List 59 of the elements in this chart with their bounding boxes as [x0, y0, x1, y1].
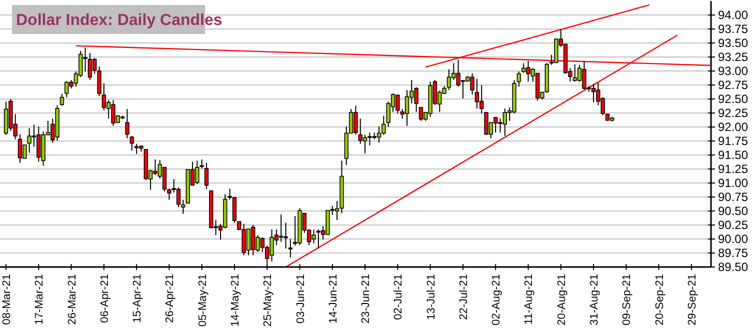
candlestick — [130, 135, 134, 152]
x-tick-label: 20-Sep-21 — [654, 274, 666, 326]
x-tick-label: 02-Jul-21 — [392, 274, 405, 320]
x-tick-label: 06-Apr-21 — [98, 274, 111, 323]
y-tick-label: 91.00 — [718, 176, 748, 190]
x-tick-label: 15-Apr-21 — [132, 274, 144, 323]
y-tick-label: 93.75 — [718, 22, 748, 36]
y-tick-label: 90.25 — [718, 218, 748, 232]
x-tick-label: 14-Jun-21 — [327, 274, 340, 324]
candlestick — [125, 108, 130, 139]
y-tick-label: 91.50 — [718, 148, 748, 162]
x-tick-label: 08-Mar-21 — [1, 274, 13, 325]
x-tick-label: 29-Sep-21 — [686, 274, 698, 326]
y-tick-label: 92.75 — [718, 78, 748, 92]
y-tick-label: 90.75 — [718, 190, 748, 204]
x-tick-label: 05-May-21 — [196, 274, 209, 327]
candlestick — [591, 83, 596, 103]
candlestick — [176, 186, 181, 208]
y-tick-label: 89.75 — [718, 246, 748, 260]
candlestick — [88, 52, 92, 80]
text: Dollar Index: Daily Candles — [16, 12, 222, 29]
x-tick-label: 22-Jul-21 — [458, 274, 470, 320]
x-tick-label: 13-Jul-21 — [425, 274, 438, 320]
candlestick — [446, 68, 452, 91]
x-tick-label: 26-Mar-21 — [66, 274, 78, 325]
x-tick-label: 20-Aug-21 — [556, 274, 568, 326]
y-tick-label: 89.50 — [718, 260, 748, 274]
y-tick-label: 93.50 — [718, 36, 748, 50]
y-tick-label: 92.25 — [718, 106, 748, 120]
x-tick-label: 11-Aug-21 — [523, 274, 536, 325]
y-tick-label: 93.25 — [718, 50, 748, 64]
y-tick-label: 90.00 — [718, 232, 748, 246]
x-tick-label: 31-Aug-21 — [588, 274, 600, 326]
y-tick-label: 92.00 — [718, 120, 748, 134]
y-tick-label: 92.50 — [718, 92, 748, 106]
x-tick-label: 02-Aug-21 — [490, 274, 503, 326]
candlestick — [334, 200, 340, 220]
x-tick-label: 09-Sep-21 — [621, 274, 634, 326]
y-tick-label: 91.25 — [718, 162, 748, 176]
candlestick — [162, 166, 167, 192]
y-tick-label: 91.75 — [718, 134, 748, 148]
x-tick-label: 14-May-21 — [229, 274, 242, 327]
x-tick-label: 26-Apr-21 — [164, 274, 176, 323]
x-tick-label: 03-Jun-21 — [294, 274, 307, 324]
candlestick — [418, 106, 424, 122]
candlestick — [474, 78, 480, 110]
y-tick-label: 94.00 — [718, 8, 748, 22]
candlestick — [60, 93, 64, 106]
x-tick-label: 17-Mar-21 — [34, 274, 46, 325]
x-tick-label: 23-Jun-21 — [360, 274, 372, 324]
candlestick — [404, 90, 410, 126]
candlestick — [516, 71, 521, 88]
x-tick-label: 25-May-21 — [262, 274, 274, 327]
candlestick — [181, 199, 186, 214]
candlestick — [18, 134, 22, 164]
candlestick — [204, 162, 209, 190]
y-tick-label: 90.50 — [718, 204, 748, 218]
candlestick — [288, 238, 293, 258]
y-tick-label: 93.00 — [718, 64, 748, 78]
